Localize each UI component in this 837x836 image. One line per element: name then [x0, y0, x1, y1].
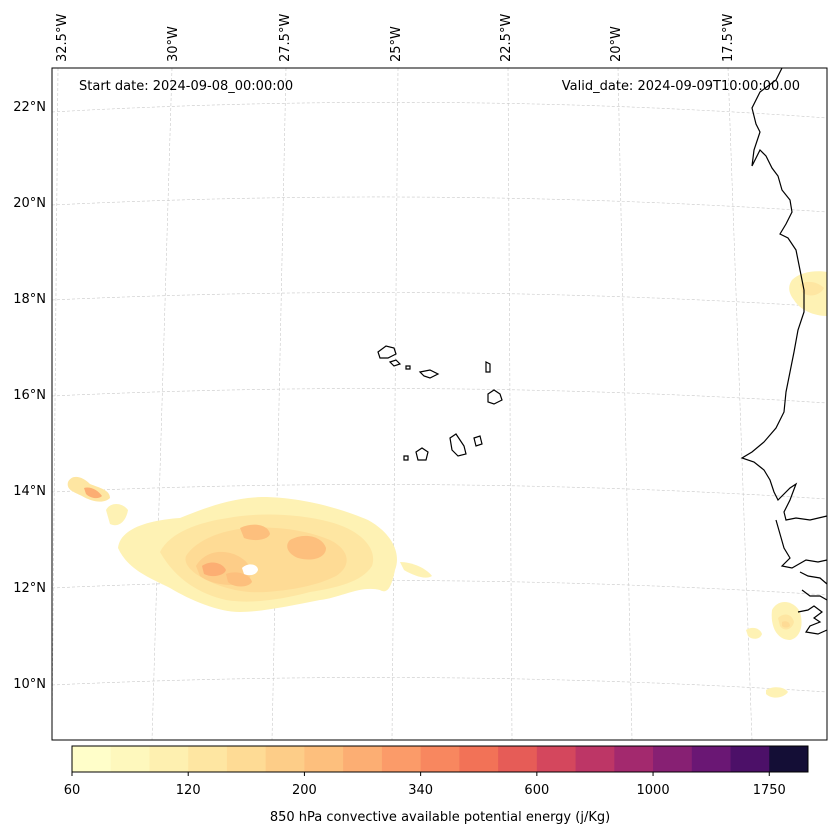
- colorbar-tick-label: 120: [176, 783, 201, 798]
- parallel-14n: [51, 484, 828, 500]
- colorbar-swatch: [110, 746, 150, 772]
- colorbar-frame: [71, 745, 809, 773]
- colorbar-swatch: [188, 746, 228, 772]
- parallel-16n: [51, 388, 828, 404]
- cape-blob-coast-south: [746, 601, 802, 698]
- lon-label-32-5w: 32.5°W: [55, 14, 70, 62]
- lat-label-16n: 16°N: [13, 388, 46, 403]
- island-sal: [485, 361, 491, 373]
- colorbar-swatch: [498, 746, 538, 772]
- cape-field: [67, 271, 827, 698]
- island-maio: [473, 435, 483, 447]
- lon-label-30w: 30°W: [166, 26, 181, 62]
- island-fogo: [415, 447, 429, 461]
- island-santiago: [449, 433, 467, 457]
- meridian-25w: [391, 67, 399, 741]
- colorbar-tick-label: 1000: [637, 783, 670, 798]
- longitude-labels: 32.5°W 30°W 27.5°W 25°W 22.5°W 20°W 17.5…: [55, 14, 736, 62]
- colorbar-swatch: [304, 746, 344, 772]
- parallel-18n: [51, 292, 828, 308]
- colorbar-swatch: [653, 746, 693, 772]
- start-date-label: Start date: 2024-09-08_00:00:00: [79, 79, 293, 94]
- lat-label-12n: 12°N: [13, 581, 46, 596]
- colorbar-swatch: [226, 746, 267, 772]
- lat-label-20n: 20°N: [13, 196, 46, 211]
- colorbar: 60 120 200 340 600 1000 1750 850 hPa convectiv…: [64, 745, 809, 825]
- parallel-20n: [51, 196, 828, 213]
- colorbar-swatch: [614, 746, 654, 772]
- latitude-labels: 22°N 20°N 18°N 16°N 14°N 12°N 10°N: [13, 100, 46, 692]
- lat-label-14n: 14°N: [13, 484, 46, 499]
- colorbar-swatch: [420, 746, 460, 772]
- lon-label-22-5w: 22.5°W: [499, 14, 514, 62]
- lon-label-27-5w: 27.5°W: [278, 14, 293, 62]
- cape-blob-northwest: [67, 476, 110, 502]
- colorbar-swatch: [265, 746, 305, 772]
- colorbar-swatch: [575, 746, 615, 772]
- meridian-32-5w: [51, 67, 59, 741]
- cape-blob-coast-north: [789, 271, 827, 316]
- colorbar-swatch: [343, 746, 383, 772]
- meridian-20w: [617, 67, 633, 741]
- colorbar-tick-label: 60: [64, 783, 81, 798]
- colorbar-swatches: [72, 746, 809, 772]
- colorbar-swatch: [730, 746, 770, 772]
- parallel-10n: [51, 677, 828, 693]
- island-santo-antao: [377, 345, 397, 359]
- colorbar-label: 850 hPa convective available potential e…: [270, 810, 610, 825]
- colorbar-tick-label: 200: [292, 783, 317, 798]
- island-sao-nicolau: [418, 369, 440, 379]
- colorbar-swatch: [149, 746, 189, 772]
- map-frame: [51, 67, 828, 741]
- parallel-22n: [51, 102, 828, 119]
- meridian-27-5w: [271, 67, 287, 741]
- colorbar-ticks: 60 120 200 340 600 1000 1750: [64, 772, 786, 798]
- cape-blob-main: [106, 497, 432, 612]
- colorbar-swatch: [381, 746, 422, 772]
- meridian-17-5w: [727, 67, 753, 741]
- colorbar-swatch: [536, 746, 577, 772]
- island-santa-luzia: [405, 365, 411, 370]
- meridian-22-5w: [507, 67, 513, 741]
- colorbar-tick-label: 600: [524, 783, 549, 798]
- lon-label-20w: 20°W: [609, 26, 624, 62]
- coastline-africa: [740, 67, 828, 635]
- colorbar-tick-label: 340: [408, 783, 433, 798]
- lon-label-25w: 25°W: [389, 26, 404, 62]
- island-boa-vista: [487, 389, 503, 405]
- colorbar-tick-label: 1750: [753, 783, 786, 798]
- island-brava: [403, 455, 409, 461]
- colorbar-swatch: [769, 746, 809, 772]
- lat-label-18n: 18°N: [13, 292, 46, 307]
- colorbar-swatch: [691, 746, 732, 772]
- colorbar-swatch: [459, 746, 499, 772]
- colorbar-swatch: [72, 746, 112, 772]
- lat-label-22n: 22°N: [13, 100, 46, 115]
- lat-label-10n: 10°N: [13, 677, 46, 692]
- lon-label-17-5w: 17.5°W: [721, 14, 736, 62]
- graticule: [51, 67, 828, 741]
- meridian-30w: [151, 67, 173, 741]
- cape-verde-islands: [377, 345, 503, 461]
- valid-date-label: Valid_date: 2024-09-09T10:00:00.00: [562, 79, 800, 94]
- island-sao-vicente: [388, 359, 402, 367]
